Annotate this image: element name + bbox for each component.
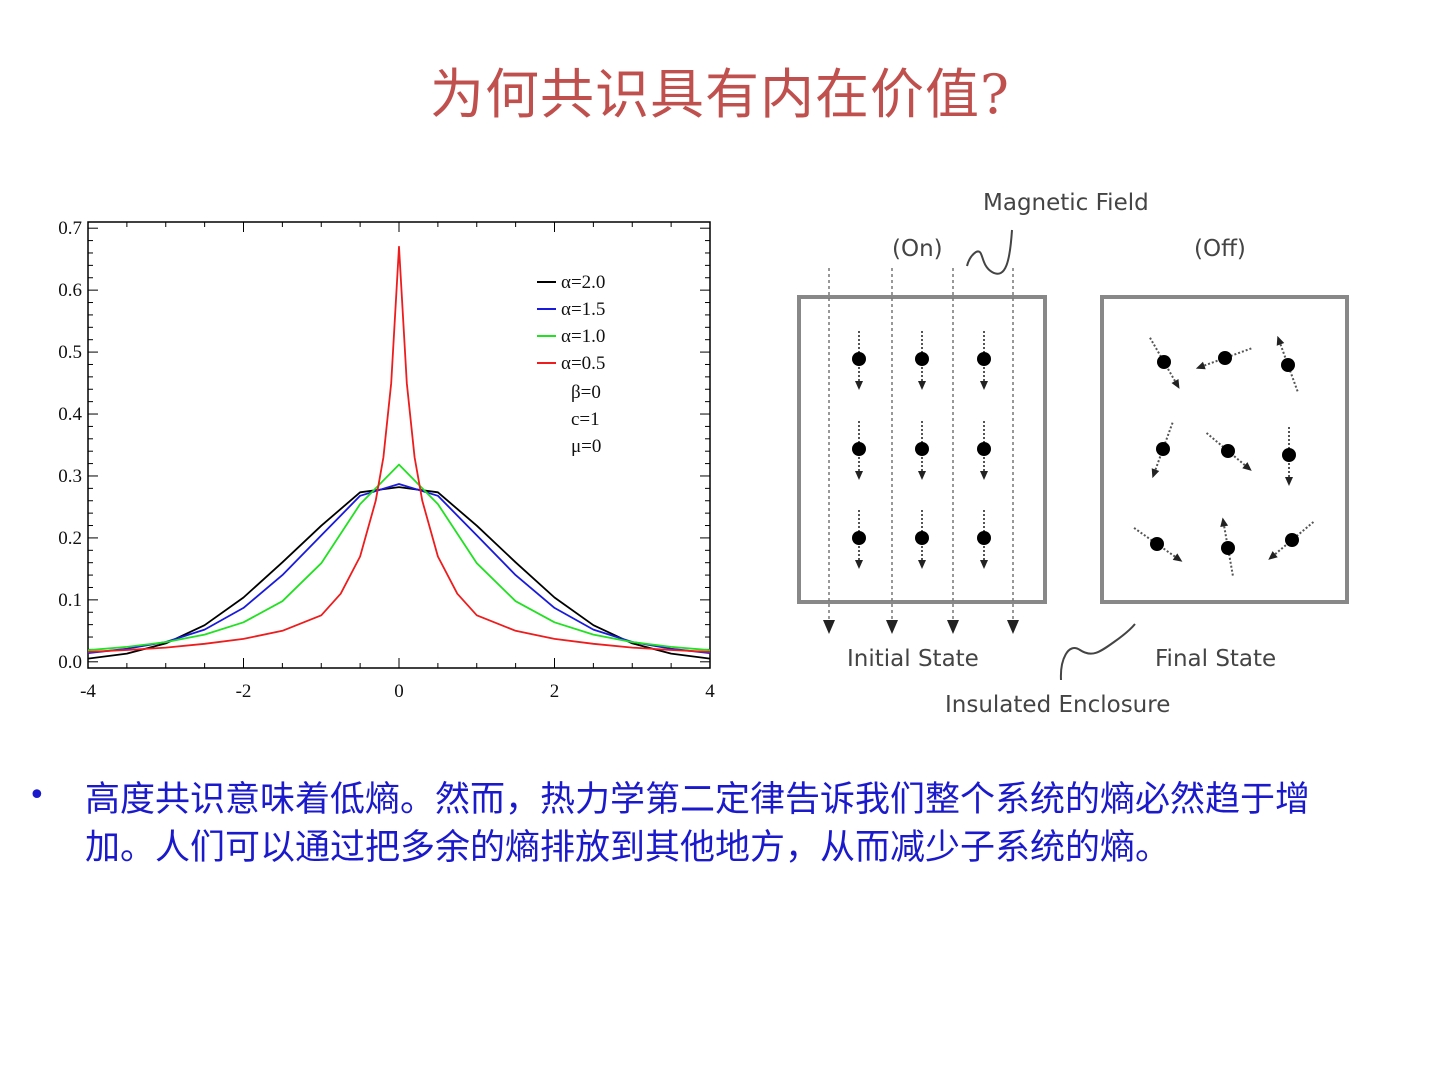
field-arrowhead bbox=[947, 620, 959, 634]
legend-label: α=1.5 bbox=[561, 299, 605, 320]
stable-distribution-chart: -4 -2 0 2 4 0.0 0.1 0.2 0.3 0.4 0.5 0.6 0.7 α=2.0 α=1… bbox=[58, 218, 715, 702]
spin-particle bbox=[915, 531, 929, 545]
series-line-α=1.5 bbox=[88, 483, 710, 654]
spin-arrowhead bbox=[855, 471, 863, 480]
chart-curves bbox=[88, 245, 710, 660]
legend-label: α=1.0 bbox=[561, 326, 605, 347]
y-tick-label: 0.4 bbox=[58, 404, 82, 425]
spin-arrowhead bbox=[918, 560, 926, 569]
series-line-α=2.0 bbox=[88, 486, 710, 660]
bullet-text: 高度共识意味着低熵。然而，热力学第二定律告诉我们整个系统的熵必然趋于增加。人们可… bbox=[85, 780, 1311, 868]
spin-particle bbox=[977, 531, 991, 545]
x-tick-label: 0 bbox=[394, 681, 404, 702]
spin-arrowhead bbox=[980, 381, 988, 390]
spin-particle bbox=[1218, 351, 1232, 365]
enclosure-label: Insulated Enclosure bbox=[945, 692, 1170, 718]
field-arrowhead bbox=[823, 620, 835, 634]
spin-arrowhead bbox=[1276, 335, 1285, 346]
x-tick-label: 4 bbox=[705, 681, 715, 702]
y-tick-label: 0.5 bbox=[58, 342, 82, 363]
spin-arrowhead bbox=[1285, 477, 1293, 486]
series-line-α=1.0 bbox=[88, 463, 710, 652]
spin-particle bbox=[1150, 537, 1164, 551]
spin-arrowhead bbox=[1195, 361, 1206, 370]
magnetic-field-label: Magnetic Field bbox=[983, 190, 1149, 216]
magnetic-spin-diagram: Magnetic Field (On) (Off) Initial State … bbox=[797, 190, 1349, 718]
spin-axis bbox=[1277, 338, 1299, 392]
spin-arrowhead bbox=[1151, 468, 1160, 479]
spin-axis bbox=[1269, 521, 1315, 559]
spin-particle bbox=[1285, 533, 1299, 547]
slide-title: 为何共识具有内在价值? bbox=[430, 63, 1010, 126]
spin-particle bbox=[1157, 355, 1171, 369]
chart-legend: α=2.0 α=1.5 α=1.0 α=0.5 β=0 c=1 μ=0 bbox=[537, 272, 605, 457]
initial-state-label: Initial State bbox=[847, 646, 979, 672]
field-arrowhead bbox=[886, 620, 898, 634]
spin-arrowhead bbox=[980, 471, 988, 480]
spin-arrowhead bbox=[855, 381, 863, 390]
spin-particle bbox=[977, 442, 991, 456]
initial-enclosure bbox=[797, 295, 1047, 604]
spin-particle bbox=[1281, 358, 1295, 372]
spin-arrowhead bbox=[855, 560, 863, 569]
magnetic-field-pointer bbox=[966, 229, 1013, 275]
chart-axes: -4 -2 0 2 4 0.0 0.1 0.2 0.3 0.4 0.5 0.6 0.7 bbox=[58, 218, 715, 702]
spin-particle bbox=[977, 352, 991, 366]
y-tick-label: 0.6 bbox=[58, 280, 82, 301]
enclosure-pointer bbox=[1059, 623, 1136, 681]
spins bbox=[852, 331, 1315, 576]
spin-arrowhead bbox=[980, 560, 988, 569]
spin-arrowhead bbox=[1220, 517, 1229, 528]
spin-particle bbox=[915, 352, 929, 366]
spin-arrowhead bbox=[1171, 379, 1180, 389]
series-line-α=0.5 bbox=[88, 245, 710, 653]
x-tick-label: -2 bbox=[236, 681, 252, 702]
legend-label: α=2.0 bbox=[561, 272, 605, 293]
spin-particle bbox=[852, 352, 866, 366]
spin-arrowhead bbox=[918, 381, 926, 390]
spin-arrowhead bbox=[1268, 551, 1278, 560]
y-tick-label: 0.7 bbox=[58, 218, 82, 239]
spin-particle bbox=[1221, 444, 1235, 458]
spin-particle bbox=[1282, 448, 1296, 462]
spin-arrowhead bbox=[1172, 553, 1183, 562]
spin-particle bbox=[1221, 541, 1235, 555]
spin-arrowhead bbox=[918, 471, 926, 480]
x-tick-label: -4 bbox=[80, 681, 96, 702]
final-state-label: Final State bbox=[1155, 646, 1276, 672]
spin-arrowhead bbox=[1242, 462, 1252, 471]
legend-label: α=0.5 bbox=[561, 353, 605, 374]
bullet-marker: • bbox=[28, 778, 46, 813]
y-tick-label: 0.3 bbox=[58, 466, 82, 487]
y-tick-label: 0.0 bbox=[58, 652, 82, 673]
bullet-point: • 高度共识意味着低熵。然而，热力学第二定律告诉我们整个系统的熵必然趋于增加。人… bbox=[28, 776, 1348, 872]
off-label: (Off) bbox=[1194, 236, 1246, 262]
field-lines bbox=[823, 268, 1019, 634]
field-arrowhead bbox=[1007, 620, 1019, 634]
on-label: (On) bbox=[892, 236, 943, 262]
spin-particle bbox=[852, 442, 866, 456]
spin-particle bbox=[852, 531, 866, 545]
x-tick-label: 2 bbox=[550, 681, 560, 702]
spin-particle bbox=[915, 442, 929, 456]
plot-frame bbox=[87, 221, 711, 669]
legend-param: c=1 bbox=[571, 409, 600, 430]
y-tick-label: 0.1 bbox=[58, 590, 82, 611]
legend-param: β=0 bbox=[571, 382, 601, 403]
spin-particle bbox=[1156, 442, 1170, 456]
legend-param: μ=0 bbox=[571, 436, 601, 457]
final-enclosure bbox=[1100, 295, 1349, 604]
y-tick-label: 0.2 bbox=[58, 528, 82, 549]
